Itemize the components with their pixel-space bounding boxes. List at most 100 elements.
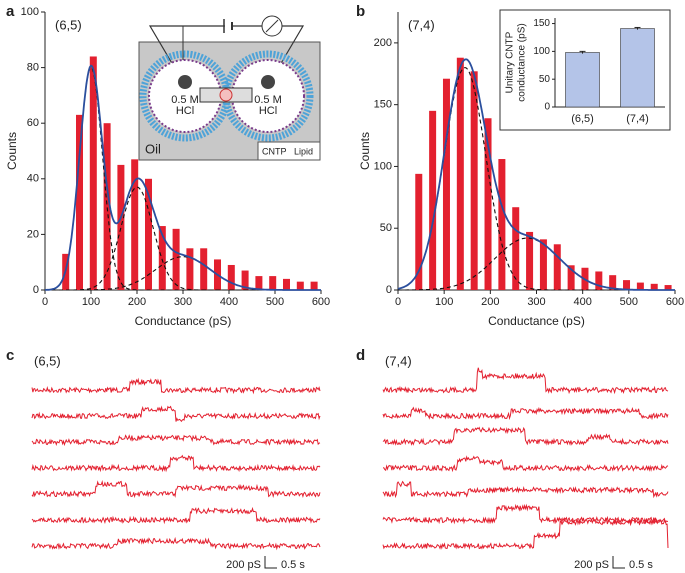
y-tick-label: 150 — [374, 99, 392, 111]
current-trace — [382, 455, 669, 473]
bar — [609, 275, 617, 290]
y-axis-label: Counts — [5, 132, 19, 170]
current-trace — [31, 405, 321, 423]
y-tick-label: 0 — [386, 284, 392, 296]
y-tick-label: 100 — [374, 160, 392, 172]
bar — [415, 173, 423, 290]
bar — [103, 123, 111, 290]
lipid — [222, 50, 314, 142]
meter-needle — [265, 19, 279, 33]
scale-bar — [264, 556, 277, 569]
y-tick-label: 50 — [539, 74, 551, 85]
scale-bar — [612, 556, 625, 569]
annotation: (6,5) — [34, 353, 61, 368]
bar — [539, 239, 547, 290]
bar — [498, 159, 506, 290]
x-axis-label: Conductance (pS) — [488, 314, 585, 328]
scale-label: 0.5 s — [281, 559, 305, 571]
bar — [227, 264, 235, 290]
bar — [484, 118, 492, 290]
y-tick-label: 100 — [21, 6, 39, 18]
current-trace — [31, 377, 321, 395]
x-tick-label: 200 — [481, 296, 499, 308]
bar — [620, 28, 655, 108]
bar — [296, 281, 304, 290]
bar — [200, 248, 208, 290]
bar — [186, 248, 194, 290]
x-tick-label: 500 — [620, 296, 638, 308]
x-tick-label: (7,4) — [626, 113, 649, 125]
bar — [650, 283, 658, 290]
bar — [76, 114, 83, 290]
x-tick-label: 300 — [174, 296, 192, 308]
y-axis-label: Unitary CNTP — [505, 31, 516, 93]
bar — [255, 276, 263, 290]
y-tick-label: 0 — [33, 284, 39, 296]
fit-sum — [397, 58, 675, 291]
panel-label: b — [356, 3, 365, 20]
y-tick-label: 150 — [533, 18, 550, 29]
y-tick-label: 50 — [380, 222, 392, 234]
bar — [131, 159, 139, 290]
y-tick-label: 60 — [27, 117, 39, 129]
legend-label: CNTP — [262, 146, 287, 156]
x-tick-label: 100 — [82, 296, 100, 308]
bar — [172, 228, 180, 290]
fit-component — [398, 237, 675, 291]
x-tick-label: 500 — [266, 296, 284, 308]
electrode — [178, 75, 192, 89]
panel-label: c — [6, 347, 14, 364]
y-tick-label: 20 — [27, 228, 39, 240]
label: Oil — [145, 141, 161, 156]
bar — [553, 244, 561, 290]
fit-sum — [45, 64, 321, 291]
current-trace — [382, 367, 669, 395]
electrode — [261, 75, 275, 89]
x-tick-label: 600 — [312, 296, 330, 308]
y-tick-label: 80 — [27, 62, 39, 74]
x-axis-label: Conductance (pS) — [135, 314, 232, 328]
bar — [89, 56, 97, 291]
x-tick-label: 0 — [42, 296, 48, 308]
y-axis-label: Counts — [358, 132, 372, 170]
bar — [636, 282, 644, 290]
y-tick-label: 100 — [533, 46, 550, 57]
x-tick-label: 400 — [220, 296, 238, 308]
y-tick-label: 0 — [544, 102, 550, 113]
bar — [117, 164, 125, 290]
scale-label: 0.5 s — [629, 559, 653, 571]
current-trace — [31, 480, 321, 499]
y-tick-label: 40 — [27, 173, 39, 185]
bar — [470, 71, 478, 290]
x-tick-label: 0 — [395, 296, 401, 308]
panel-label: d — [356, 347, 365, 364]
bar — [283, 278, 290, 290]
annotation: (7,4) — [408, 17, 435, 32]
bar — [567, 265, 575, 290]
x-tick-label: 400 — [573, 296, 591, 308]
label: 0.5 M — [171, 94, 199, 106]
current-trace — [382, 517, 669, 550]
scale-label: 200 pS — [226, 559, 261, 571]
x-tick-label: 300 — [527, 296, 545, 308]
current-trace — [31, 434, 321, 447]
bar — [145, 178, 152, 290]
y-tick-label: 200 — [374, 37, 392, 49]
scale-label: 200 pS — [574, 559, 609, 571]
bar — [664, 285, 672, 290]
panel-label: a — [6, 3, 15, 20]
legend-box — [257, 141, 321, 161]
bar — [456, 57, 464, 290]
bar — [310, 281, 318, 290]
bar — [565, 52, 600, 108]
annotation: (6,5) — [55, 17, 82, 32]
x-tick-label: (6,5) — [571, 113, 594, 125]
annotation: (7,4) — [385, 353, 412, 368]
current-trace — [382, 480, 669, 499]
legend-label: Lipid — [294, 146, 313, 156]
bar — [526, 231, 534, 290]
histogram: 0 20 40 60 80 100 0 100 200 300 400 500 600 Conductan… — [5, 6, 330, 328]
y-axis-label: conductance (pS) — [517, 23, 528, 101]
